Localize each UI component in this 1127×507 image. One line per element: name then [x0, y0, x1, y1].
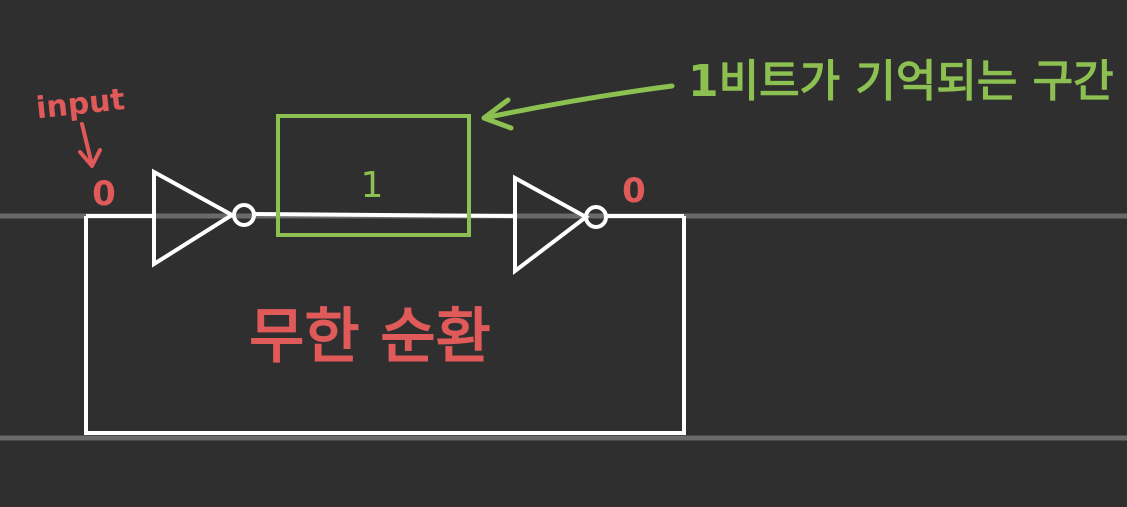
memory-note-label: 1비트가 기억되는 구간 — [688, 56, 1114, 107]
loop-note-label: 무한 순환 — [249, 302, 491, 372]
feedback-loop-wire — [84, 216, 686, 435]
memory-note-arrowhead — [481, 97, 514, 131]
input-label: input — [34, 82, 126, 126]
output-value-label: 0 — [622, 171, 646, 211]
inverter-2-triangle — [513, 174, 590, 276]
inverter-2-bubble — [584, 205, 608, 229]
memory-note-arrow — [481, 83, 675, 121]
wire-between-inverters — [254, 212, 516, 218]
input-arrow — [80, 122, 94, 167]
stored-bit-label: 1 — [361, 165, 384, 206]
inverter-1-bubble — [232, 203, 256, 227]
input-value-label: 0 — [92, 174, 116, 214]
input-arrowhead — [78, 148, 102, 168]
inverter-1-triangle — [152, 168, 236, 268]
memory-region-box — [276, 114, 471, 237]
